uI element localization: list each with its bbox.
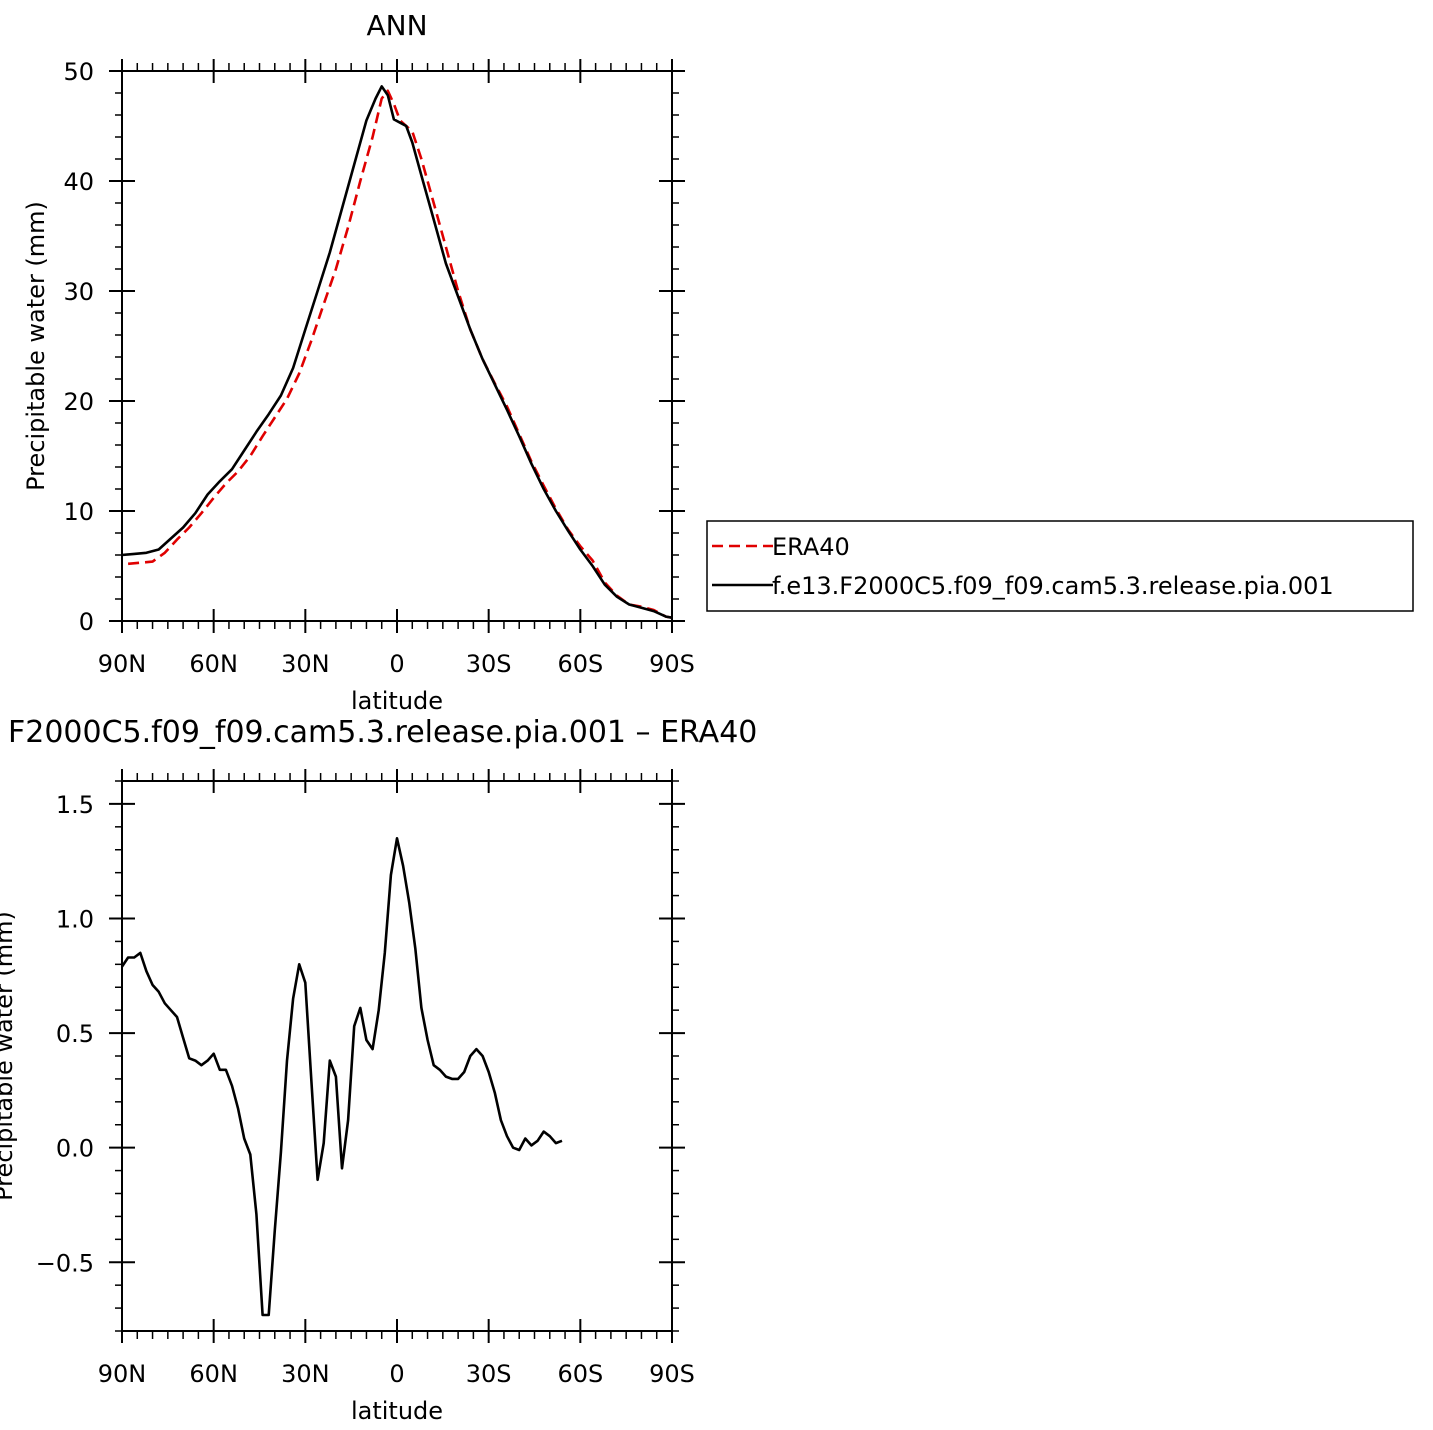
y-tick-label: 0.0 <box>56 1135 94 1163</box>
x-tick-label: 60N <box>189 650 238 678</box>
legend-box <box>706 520 1414 612</box>
y-tick-label: 1.0 <box>56 906 94 934</box>
x-tick-label: 60N <box>189 1360 238 1388</box>
x-tick-label: 60S <box>557 1360 603 1388</box>
x-tick-label: 0 <box>389 1360 404 1388</box>
legend-label: f.e13.F2000C5.f09_f09.cam5.3.release.pia… <box>772 572 1334 600</box>
y-axis-label: Precipitable water (mm) <box>0 911 18 1201</box>
series-line-era40 <box>127 89 673 619</box>
plot-frame <box>121 70 673 622</box>
y-tick-label: 0.5 <box>56 1020 94 1048</box>
series-line-f-e13-f2000c5-f09-f09-cam5-3-release-pia-001 <box>121 85 673 619</box>
legend: ERA40 f.e13.F2000C5.f09_f09.cam5.3.releas… <box>706 520 1414 612</box>
series-line-difference <box>120 836 563 1317</box>
bottom-panel-difference: F2000C5.f09_f09.cam5.3.release.pia.001 –… <box>0 715 757 1425</box>
y-tick-label: 30 <box>63 278 94 306</box>
y-tick-label: 1.5 <box>56 791 94 819</box>
x-tick-label: 30N <box>281 1360 330 1388</box>
y-tick-label: 50 <box>63 58 94 86</box>
x-tick-label: 90N <box>98 650 147 678</box>
x-tick-label: 90S <box>649 1360 695 1388</box>
y-tick-label: −0.5 <box>36 1249 94 1277</box>
top-panel-precipitable-water: ANN Precipitable water (mm) 90N 60N 30N 0 30S 6… <box>22 9 695 715</box>
chart-title: ANN <box>366 9 427 42</box>
x-tick-label: 30S <box>466 650 512 678</box>
y-axis-label: Precipitable water (mm) <box>22 201 50 491</box>
y-tick-label: 20 <box>63 388 94 416</box>
x-tick-label: 30N <box>281 650 330 678</box>
y-tick-label: 40 <box>63 168 94 196</box>
x-tick-label: 90N <box>98 1360 147 1388</box>
legend-label: ERA40 <box>772 533 850 561</box>
x-tick-label: 90S <box>649 650 695 678</box>
x-axis-label: latitude <box>351 1397 443 1425</box>
x-tick-label: 30S <box>466 1360 512 1388</box>
x-tick-label: 0 <box>389 650 404 678</box>
chart-title: F2000C5.f09_f09.cam5.3.release.pia.001 –… <box>8 715 757 750</box>
x-tick-label: 60S <box>557 650 603 678</box>
x-axis-label: latitude <box>351 687 443 715</box>
plot-frame <box>121 780 673 1332</box>
y-tick-label: 0 <box>79 608 94 636</box>
y-tick-label: 10 <box>63 498 94 526</box>
